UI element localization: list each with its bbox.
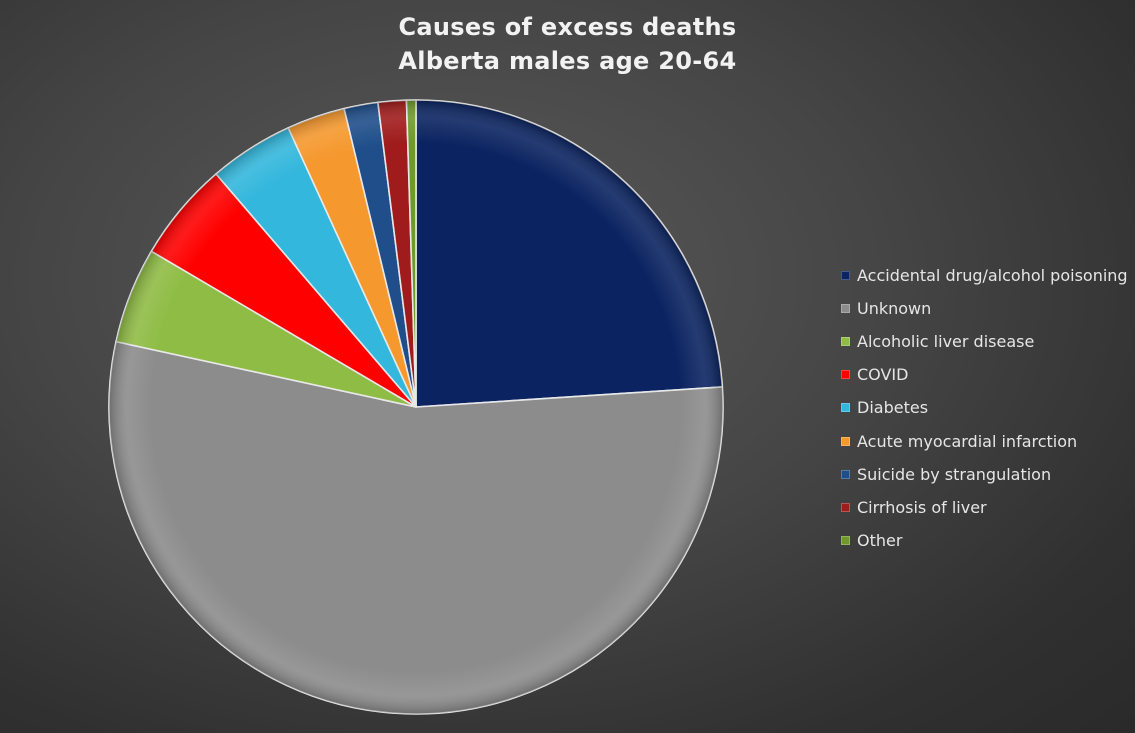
legend-swatch xyxy=(841,502,850,512)
legend-label: Accidental drug/alcohol poisoning xyxy=(857,266,1128,286)
legend-label: Suicide by strangulation xyxy=(857,464,1052,484)
legend-label: Diabetes xyxy=(857,398,929,418)
legend-item: Suicide by strangulation xyxy=(841,458,1131,491)
legend-item: Alcoholic liver disease xyxy=(841,325,1131,358)
legend-swatch xyxy=(841,535,850,545)
chart-title: Causes of excess deaths Alberta males ag… xyxy=(0,10,1135,78)
legend-swatch xyxy=(841,304,850,314)
legend-swatch xyxy=(841,436,850,446)
legend-label: Acute myocardial infarction xyxy=(857,431,1078,451)
legend-item: Unknown xyxy=(841,292,1131,325)
legend-label: COVID xyxy=(857,365,909,385)
legend-label: Unknown xyxy=(857,299,932,319)
legend-swatch xyxy=(841,337,850,347)
legend-label: Other xyxy=(857,530,903,550)
legend: Accidental drug/alcohol poisoning Unknown… xyxy=(841,259,1131,557)
legend-label: Cirrhosis of liver xyxy=(857,497,987,517)
pie-slice-0 xyxy=(415,99,724,408)
chart-title-line-2: Alberta males age 20-64 xyxy=(398,47,737,75)
legend-item: Accidental drug/alcohol poisoning xyxy=(841,259,1131,292)
legend-swatch xyxy=(841,469,850,479)
legend-item: Diabetes xyxy=(841,391,1131,424)
chart-title-line-1: Causes of excess deaths xyxy=(398,13,737,41)
legend-swatch xyxy=(841,370,850,380)
legend-label: Alcoholic liver disease xyxy=(857,332,1035,352)
legend-item: Cirrhosis of liver xyxy=(841,491,1131,524)
legend-item: Acute myocardial infarction xyxy=(841,424,1131,457)
legend-item: Other xyxy=(841,524,1131,557)
legend-item: COVID xyxy=(841,358,1131,391)
pie-slices xyxy=(108,99,724,715)
legend-swatch xyxy=(841,271,850,281)
legend-swatch xyxy=(841,403,850,413)
